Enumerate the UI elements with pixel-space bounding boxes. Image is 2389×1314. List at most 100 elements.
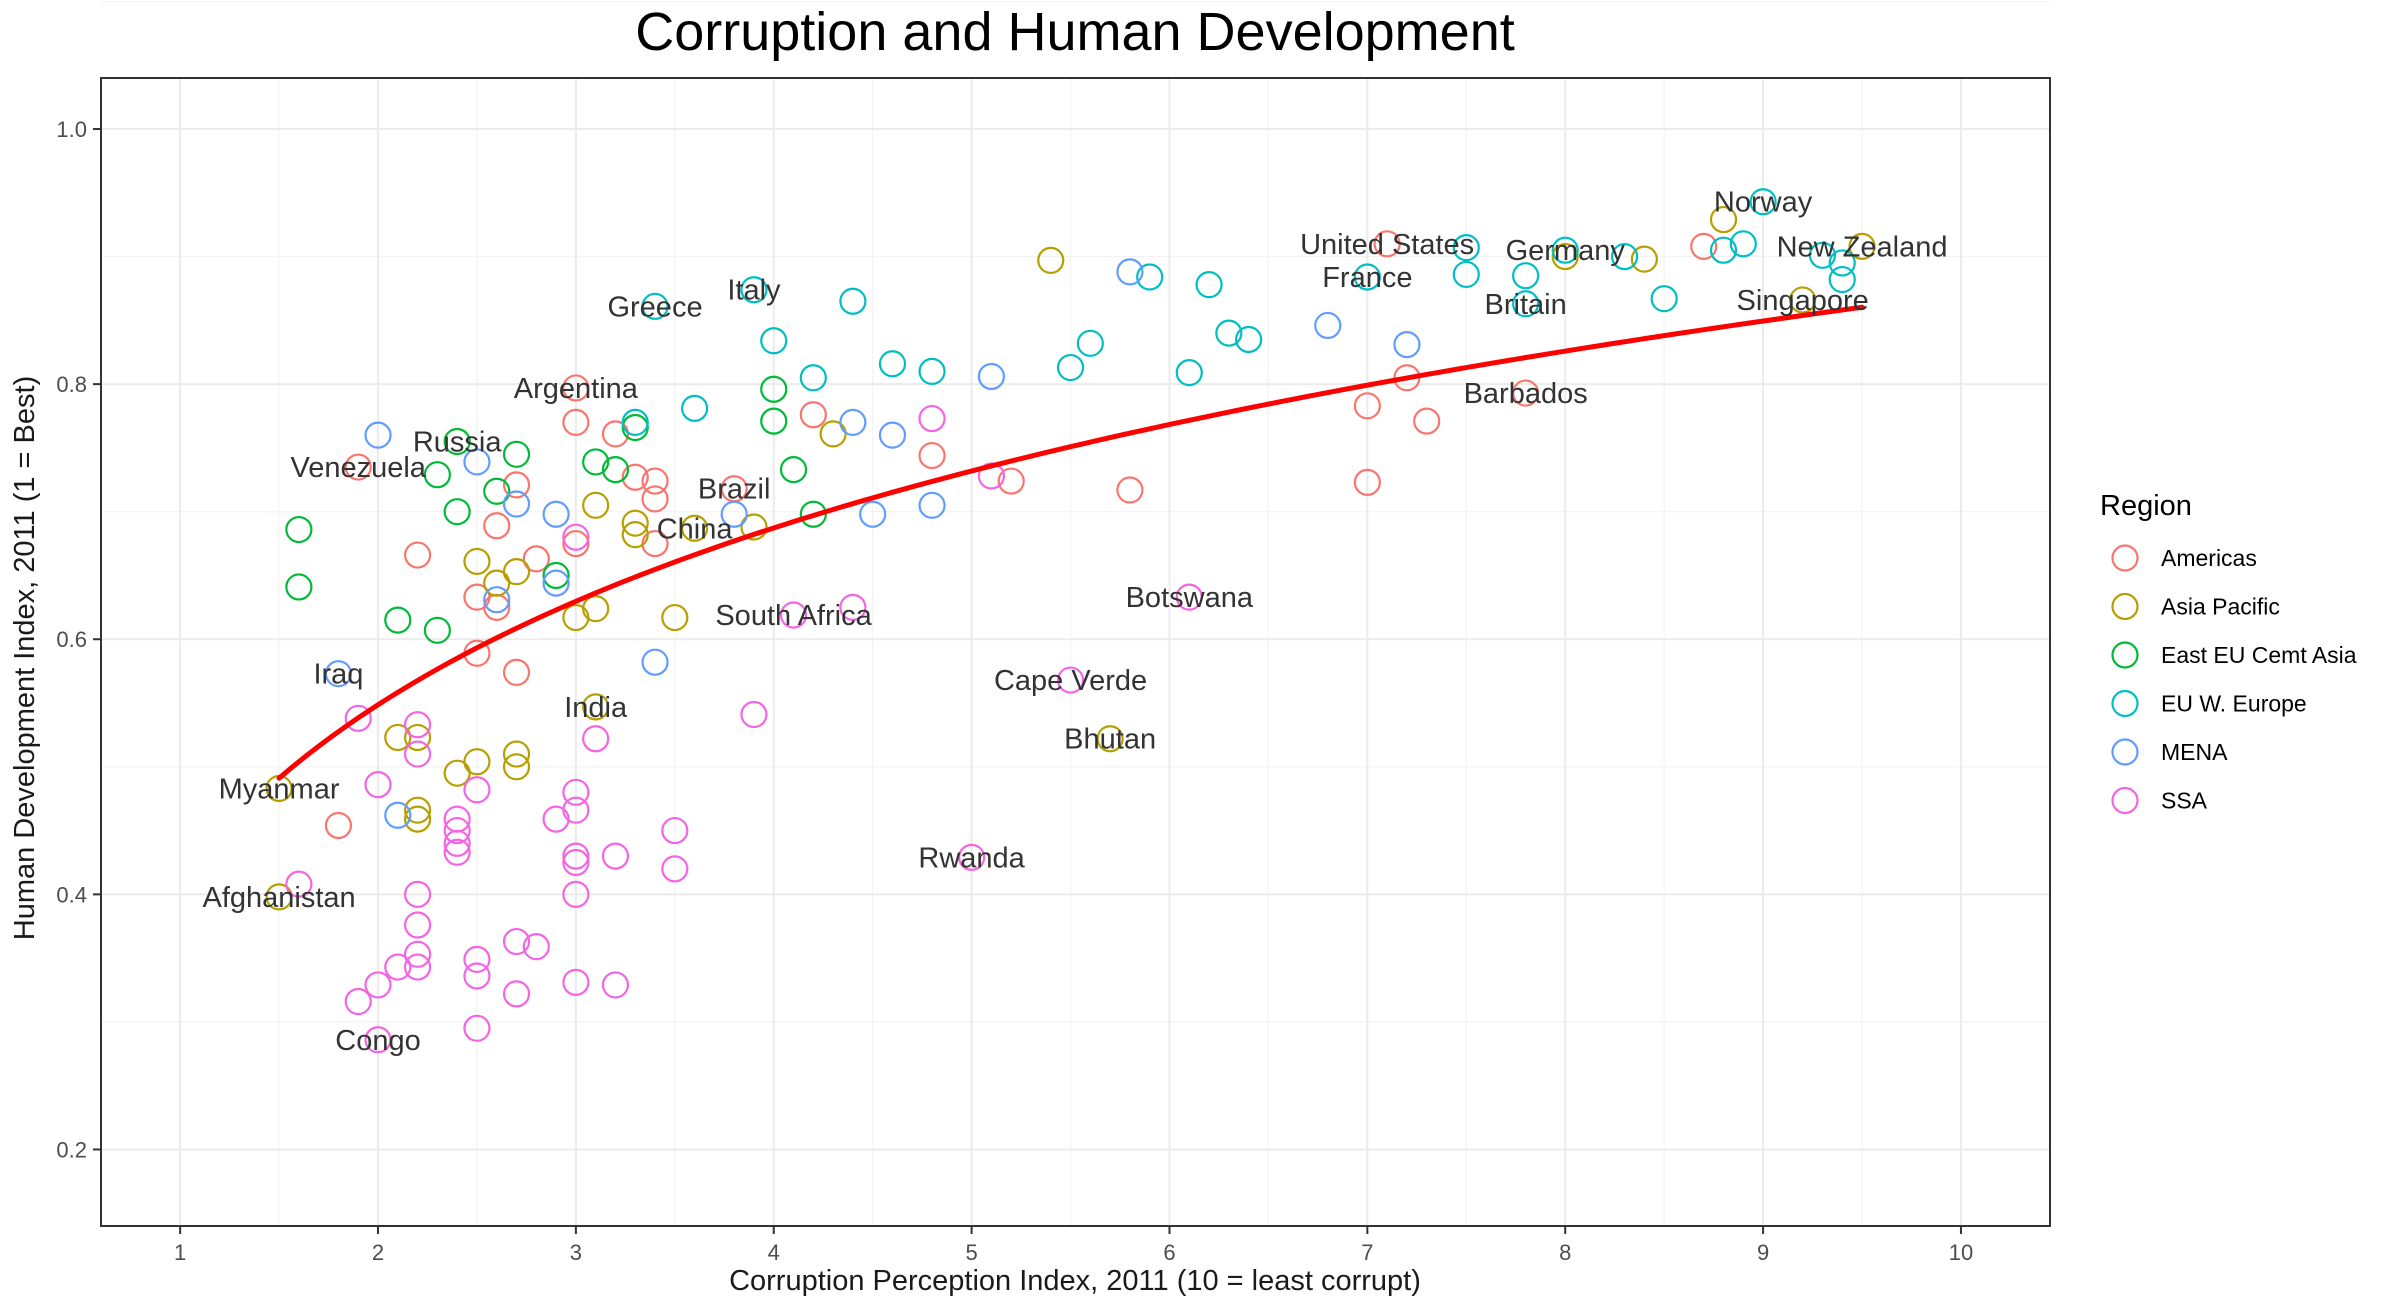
x-tick-label: 5 (965, 1240, 977, 1265)
x-tick-label: 8 (1559, 1240, 1571, 1265)
data-point (344, 453, 372, 481)
y-tick-label: 0.8 (56, 372, 87, 397)
data-point (661, 816, 689, 845)
data-point (1175, 583, 1203, 611)
data-point (582, 448, 610, 476)
data-point (403, 911, 432, 939)
data-point (1096, 725, 1124, 753)
x-tick-label: 1 (174, 1240, 186, 1265)
data-point (1610, 242, 1639, 271)
x-axis-title: Corruption Perception Index, 2011 (10 = … (729, 1265, 1421, 1297)
data-point (1314, 311, 1342, 340)
data-point (344, 987, 372, 1016)
y-tick-label: 0.6 (56, 627, 87, 652)
data-point (839, 408, 867, 436)
data-point (839, 287, 867, 315)
data-point (483, 477, 511, 505)
country-label: United States (1300, 229, 1474, 261)
data-point (324, 811, 353, 840)
series-eu-w-europe (621, 188, 1856, 436)
country-label: New Zealand (1777, 231, 1948, 263)
data-point (364, 1026, 392, 1054)
legend-item: SSA (2111, 786, 2208, 815)
x-tick-label: 4 (768, 1240, 780, 1265)
data-point (403, 711, 432, 739)
country-label: Argentina (514, 373, 639, 405)
axes: 1 2 3 4 5 6 7 8 9 10 0.2 0.4 0.6 0.8 1.0 (56, 77, 2051, 1265)
data-point (621, 463, 649, 491)
data-point (1828, 265, 1856, 294)
legend-item: EU W. Europe (2111, 689, 2307, 718)
y-tick-label: 0.4 (56, 882, 87, 907)
legend-label: Asia Pacific (2161, 594, 2280, 620)
data-point (443, 427, 471, 456)
data-point (1056, 353, 1085, 382)
data-point (582, 491, 610, 519)
data-point (641, 292, 669, 320)
data-point (1353, 263, 1381, 291)
data-point (463, 962, 491, 990)
data-point (562, 968, 590, 996)
data-point (779, 601, 808, 629)
data-point (1551, 236, 1579, 264)
legend-item: East EU Cemt Asia (2111, 641, 2357, 669)
country-label: Iraq (313, 659, 363, 691)
legend-item: Asia Pacific (2111, 592, 2280, 621)
country-label: Myanmar (219, 773, 340, 805)
data-point (1848, 232, 1876, 260)
data-point (423, 616, 451, 644)
data-point (641, 467, 669, 495)
data-point (364, 971, 392, 999)
data-point (463, 945, 491, 974)
data-point (1709, 205, 1738, 234)
data-point (977, 362, 1006, 391)
data-point (423, 461, 451, 489)
data-point (621, 509, 649, 537)
data-point (641, 648, 669, 676)
series-mena (324, 258, 1421, 829)
data-point (799, 401, 827, 429)
data-point (1512, 379, 1540, 407)
data-point (443, 816, 471, 845)
data-point (839, 593, 867, 621)
data-point (502, 980, 531, 1008)
x-tick-label: 2 (372, 1240, 384, 1265)
legend-key (2111, 786, 2139, 815)
legend-label: MENA (2161, 739, 2228, 765)
data-point (285, 515, 313, 544)
country-label: Brazil (698, 474, 771, 506)
country-label: Venezuela (290, 452, 426, 484)
data-point (582, 725, 610, 753)
data-point (918, 491, 946, 519)
data-point (403, 953, 432, 981)
data-point (562, 529, 590, 558)
data-point (1235, 325, 1263, 354)
data-point (958, 843, 986, 871)
data-point (1116, 258, 1144, 286)
data-point (1709, 236, 1738, 264)
country-label: Russia (413, 427, 503, 459)
data-point (582, 693, 610, 721)
data-point (1808, 241, 1837, 269)
country-label: Botswana (1126, 582, 1254, 614)
data-point (1215, 319, 1243, 347)
legend-label: Americas (2161, 545, 2257, 571)
data-point (463, 1014, 491, 1042)
data-point (779, 455, 808, 484)
data-point (1116, 476, 1144, 504)
data-point (1729, 230, 1757, 258)
data-point (641, 485, 669, 513)
data-point (384, 723, 412, 752)
data-point (265, 883, 293, 911)
data-point (443, 759, 471, 787)
data-point (463, 448, 491, 476)
data-point (285, 870, 313, 898)
legend-item: Americas (2111, 544, 2257, 572)
data-point (403, 880, 432, 908)
data-point (621, 521, 649, 549)
y-tick-label: 1.0 (56, 117, 87, 142)
data-point (1373, 230, 1401, 258)
data-point (582, 595, 610, 623)
